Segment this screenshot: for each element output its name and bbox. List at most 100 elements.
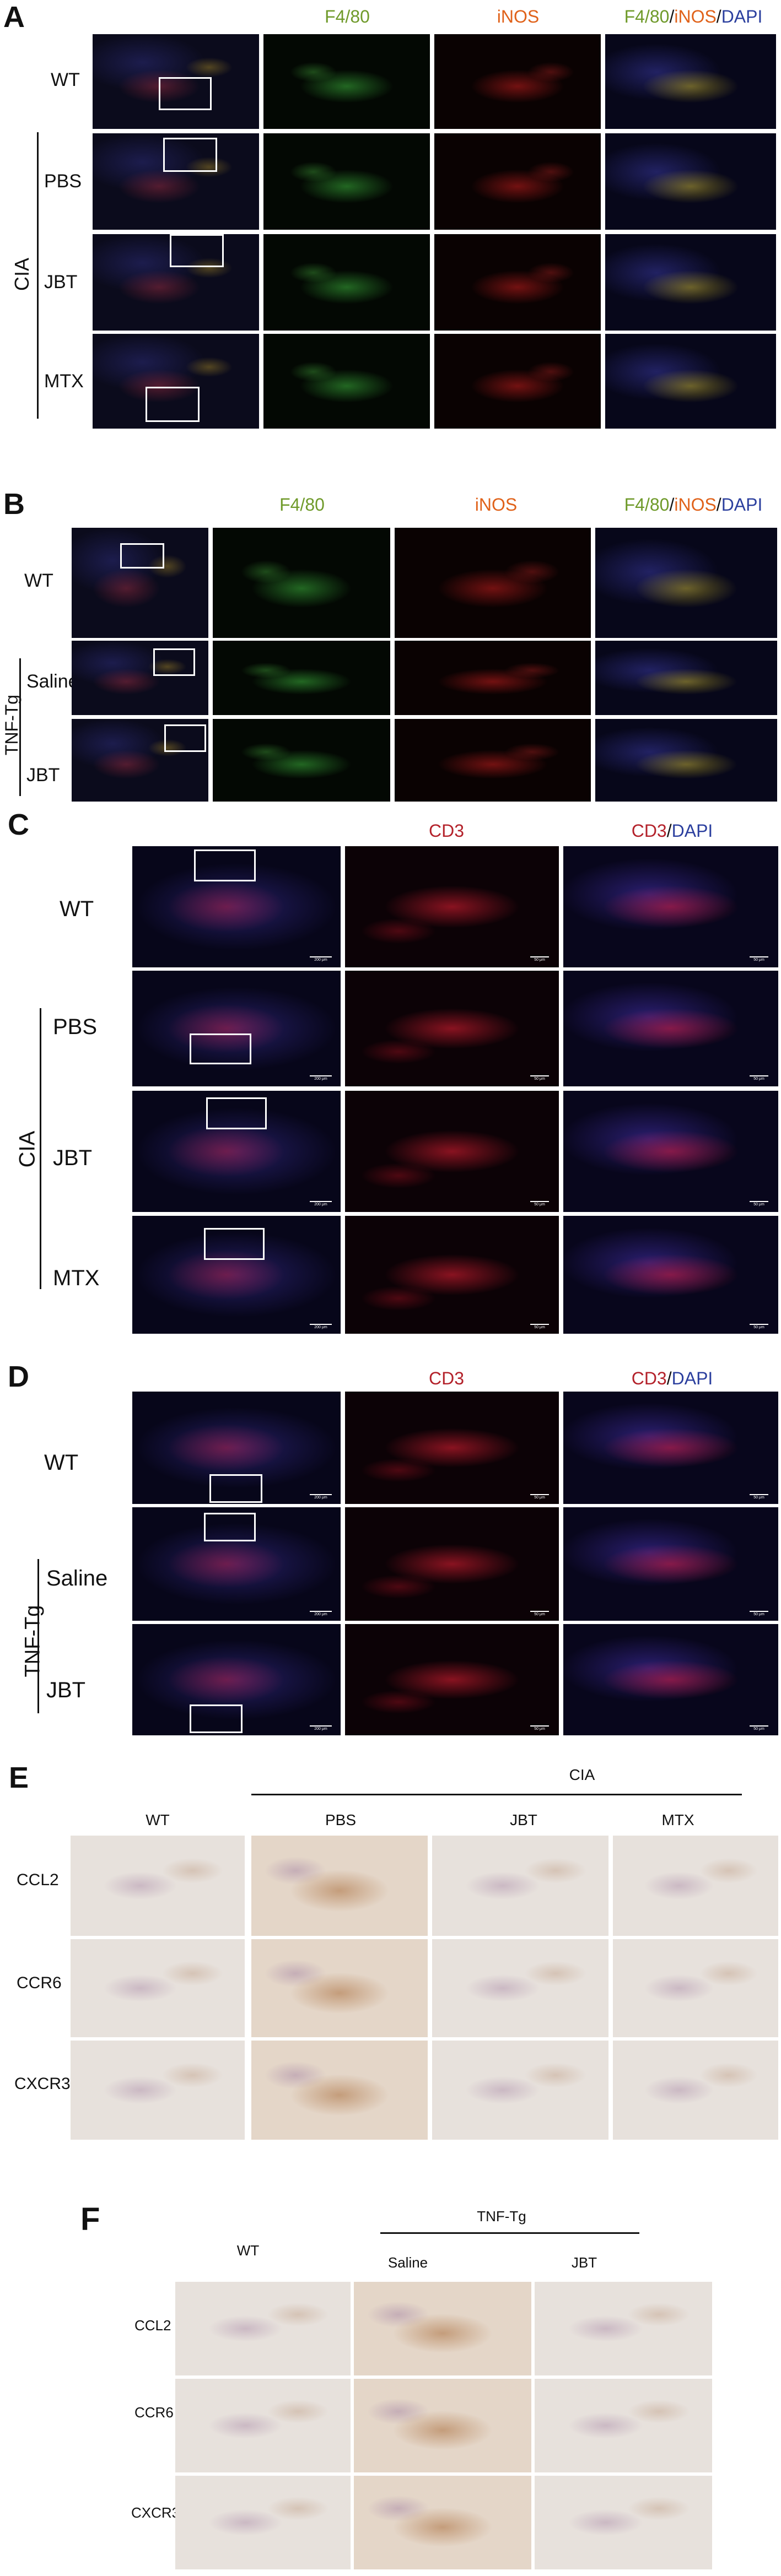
panel-f-ccr6-wt — [175, 2379, 351, 2472]
panel-e-group-label: CIA — [569, 1766, 595, 1783]
panel-f-ccr6-jbt — [535, 2379, 712, 2472]
zoom-region-box — [120, 543, 164, 569]
panel-c-row-mtx: MTX — [53, 1266, 100, 1290]
panel-b-jbt-inos — [395, 719, 591, 802]
scale-bar: 50 μm — [530, 1201, 549, 1206]
zoom-region-box — [170, 234, 224, 267]
panel-b-jbt-merge — [595, 719, 777, 802]
panel-b-wt-f480 — [213, 528, 390, 638]
scale-bar: 200 μm — [310, 1324, 332, 1329]
merge-dapi-text: DAPI — [721, 495, 763, 515]
panel-f-ccl2-wt — [175, 2282, 351, 2375]
panel-b-col-inos: iNOS — [475, 495, 518, 515]
panel-e-col-mtx: MTX — [661, 1811, 694, 1828]
panel-a-row-pbs: PBS — [44, 171, 82, 192]
scale-bar: 50 μm — [750, 1201, 768, 1206]
panel-b-row-wt: WT — [24, 570, 53, 591]
panel-b-wt-overview — [72, 528, 208, 638]
panel-f-cxcr3-jbt — [535, 2476, 712, 2569]
scale-bar: 200 μm — [310, 956, 332, 962]
panel-b-group-label: TNF-Tg — [2, 694, 22, 756]
panel-e-row-ccr6: CCR6 — [17, 1974, 62, 1992]
panel-d-row-wt: WT — [44, 1451, 79, 1475]
zoom-region-box — [164, 724, 206, 752]
panel-d-jbt-cd3: 50 μm — [345, 1624, 559, 1735]
panel-b-row-saline: Saline — [26, 671, 79, 692]
panel-a-row-mtx: MTX — [44, 371, 84, 392]
panel-e-cxcr3-pbs — [251, 2041, 428, 2140]
panel-f-row-cxcr3: CXCR3 — [131, 2504, 180, 2521]
panel-a-row-jbt: JBT — [44, 272, 78, 293]
panel-a-pbs-f480 — [263, 133, 430, 230]
panel-d-col-merge: CD3/DAPI — [563, 1370, 781, 1387]
panel-d-saline-merge: 50 μm — [563, 1507, 778, 1621]
panel-e-ccr6-mtx — [613, 1939, 778, 2037]
panel-b-wt-merge — [595, 528, 777, 638]
panel-e-row-cxcr3: CXCR3 — [14, 2075, 71, 2093]
panel-a-mtx-merge — [605, 334, 776, 429]
panel-d-wt-cd3: 50 μm — [345, 1392, 559, 1504]
panel-d-saline-overview: 200 μm — [132, 1507, 341, 1621]
panel-e-cxcr3-jbt — [432, 2041, 608, 2140]
scale-bar: 200 μm — [310, 1611, 332, 1616]
panel-a-col-inos: iNOS — [497, 7, 540, 26]
panel-d-row-jbt: JBT — [46, 1678, 86, 1702]
panel-f-ccl2-jbt — [535, 2282, 712, 2375]
panel-e-ccl2-wt — [71, 1836, 245, 1936]
panel-c-wt-cd3: 50 μm — [345, 846, 559, 967]
panel-c-pbs-cd3: 50 μm — [345, 971, 559, 1086]
panel-b-jbt-overview — [72, 719, 208, 802]
merge-dapi-text: DAPI — [721, 7, 763, 26]
panel-c-label: C — [8, 808, 29, 841]
merge-inos-text: iNOS — [674, 7, 717, 26]
panel-e-ccl2-mtx — [613, 1836, 778, 1936]
panel-d-group-line — [37, 1559, 39, 1713]
panel-c-row-wt: WT — [60, 897, 94, 921]
panel-b-jbt-f480 — [213, 719, 390, 802]
panel-b-row-jbt: JBT — [26, 765, 60, 786]
panel-a-wt-f480 — [263, 34, 430, 129]
panel-a-wt-merge — [605, 34, 776, 129]
panel-d-jbt-merge: 50 μm — [563, 1624, 778, 1735]
panel-f-cxcr3-saline — [354, 2476, 531, 2569]
panel-e-cxcr3-mtx — [613, 2041, 778, 2140]
panel-d-wt-merge: 50 μm — [563, 1392, 778, 1504]
panel-b-saline-inos — [395, 641, 591, 715]
panel-f-col-wt: WT — [236, 2242, 260, 2259]
scale-bar: 200 μm — [310, 1201, 332, 1206]
panel-a-wt-overview — [93, 34, 259, 129]
panel-a-col-f480: F4/80 — [325, 7, 370, 26]
panel-d-label: D — [8, 1360, 29, 1393]
panel-c-jbt-cd3: 50 μm — [345, 1091, 559, 1212]
panel-a-pbs-inos — [434, 133, 601, 230]
panel-a-mtx-inos — [434, 334, 601, 429]
panel-d-group-label: TNF-Tg — [21, 1605, 45, 1677]
panel-a-jbt-merge — [605, 234, 776, 331]
panel-a-col-merge: F4/80/iNOS/DAPI — [606, 8, 780, 25]
panel-c-col-merge: CD3/DAPI — [563, 822, 781, 840]
zoom-region-box — [163, 138, 217, 172]
merge-dapi-text: DAPI — [671, 821, 713, 841]
panel-d-row-saline: Saline — [46, 1566, 108, 1590]
scale-bar: 50 μm — [530, 1725, 549, 1731]
panel-b-col-f480: F4/80 — [279, 495, 325, 515]
panel-e-cxcr3-wt — [71, 2041, 245, 2140]
panel-a-jbt-inos — [434, 234, 601, 331]
scale-bar: 50 μm — [530, 1075, 549, 1081]
merge-slash: / — [669, 7, 675, 26]
panel-e-ccl2-pbs — [251, 1836, 428, 1936]
panel-b-saline-merge — [595, 641, 777, 715]
merge-slash: / — [666, 821, 672, 841]
panel-b-saline-overview — [72, 641, 208, 715]
merge-slash: / — [716, 7, 721, 26]
panel-a-pbs-merge — [605, 133, 776, 230]
panel-f-ccr6-saline — [354, 2379, 531, 2472]
panel-a-wt-inos — [434, 34, 601, 129]
panel-d-wt-overview: 200 μm — [132, 1392, 341, 1504]
panel-f-col-saline: Saline — [387, 2254, 428, 2271]
merge-f480-text: F4/80 — [624, 495, 670, 515]
panel-a-row-wt: WT — [51, 69, 80, 90]
panel-a-group-label: CIA — [10, 257, 34, 291]
scale-bar: 50 μm — [750, 1324, 768, 1329]
panel-e-ccl2-jbt — [432, 1836, 608, 1936]
